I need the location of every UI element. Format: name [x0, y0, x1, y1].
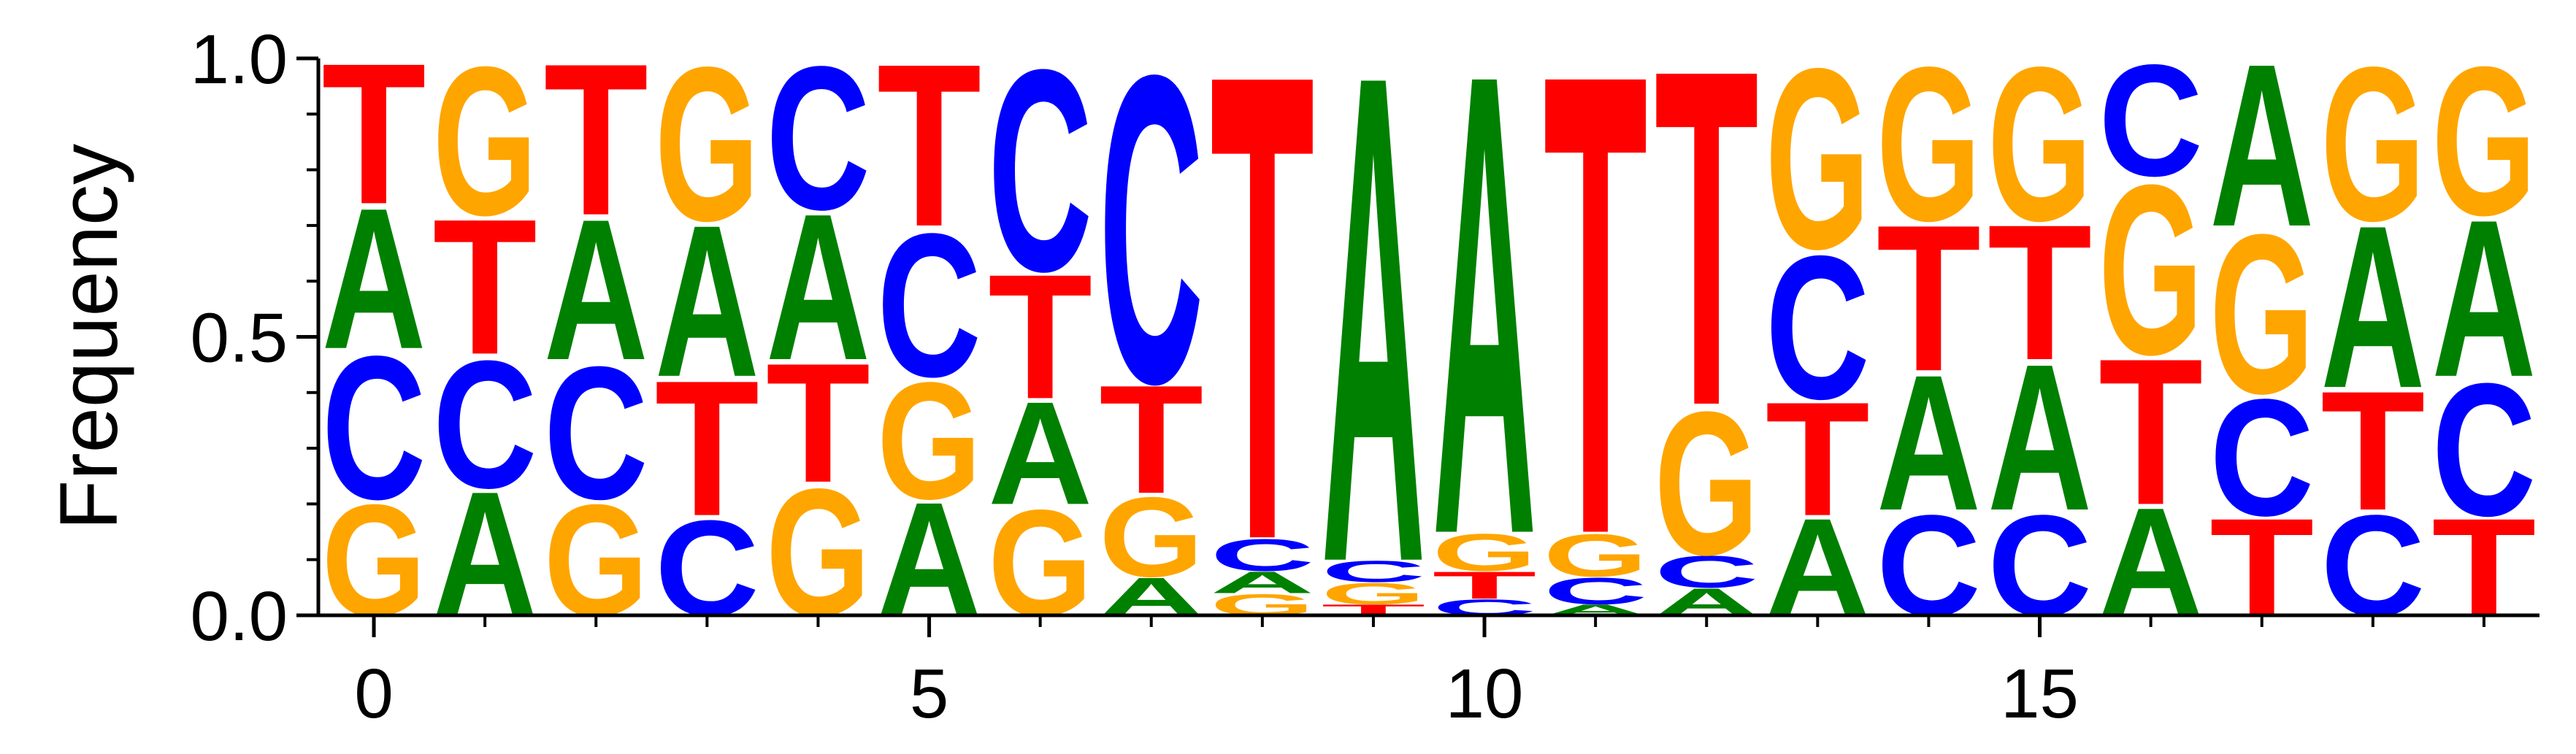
letter-C-pos-6: C	[988, 10, 1092, 332]
letter-C-pos-19: C	[2431, 344, 2536, 555]
letter-G-pos-16: G	[2098, 134, 2203, 405]
letter-G-pos-15: G	[1987, 20, 2092, 266]
letter-C-pos-8: C	[1210, 530, 1314, 581]
letter-C-pos-0: C	[322, 314, 426, 542]
letter-T-pos-2: T	[544, 18, 648, 261]
letter-A-pos-0: A	[322, 166, 426, 391]
letter-A-pos-19: A	[2431, 173, 2536, 424]
letter-C-pos-11: C	[1544, 570, 1648, 612]
letter-C-pos-4: C	[766, 24, 870, 253]
letter-C-pos-9: C	[1321, 555, 1425, 588]
letter-A-pos-2: A	[544, 177, 648, 402]
letter-C-pos-12: C	[1655, 547, 1759, 598]
letter-G-pos-17: G	[2209, 188, 2314, 442]
letter-G-pos-3: G	[655, 20, 759, 266]
letter-C-pos-17: C	[2209, 365, 2314, 550]
letter-A-pos-8: A	[1210, 565, 1314, 599]
x-tick-label: 5	[910, 655, 948, 733]
letter-A-pos-3: A	[655, 181, 759, 423]
letter-C-pos-5: C	[877, 191, 981, 420]
letter-T-pos-8: T	[1210, 0, 1314, 678]
x-tick-label: 15	[2001, 655, 2079, 733]
letter-A-pos-6: A	[988, 372, 1092, 536]
letter-G-pos-14: G	[1877, 20, 1981, 266]
y-tick-label: 0.0	[191, 577, 288, 655]
x-tick-label: 0	[354, 655, 393, 733]
letter-T-pos-6: T	[988, 237, 1092, 436]
letter-G-pos-19: G	[2431, 23, 2536, 260]
letter-T-pos-0: T	[322, 22, 426, 246]
letter-A-pos-14: A	[1877, 334, 1981, 551]
letter-G-pos-7: G	[1099, 474, 1203, 601]
letter-T-pos-12: T	[1655, 0, 1759, 506]
axes: 0.0 0.5 1.0 0 5 10 15	[191, 20, 2539, 733]
letter-T-pos-15: T	[1987, 184, 2092, 400]
letter-C-pos-2: C	[544, 327, 648, 539]
letter-T-pos-7: T	[1099, 353, 1203, 526]
y-axis-label: Frequency	[43, 144, 134, 530]
letter-C-pos-13: C	[1766, 213, 1870, 442]
letter-G-pos-11: G	[1544, 522, 1648, 590]
letter-C-pos-1: C	[433, 323, 537, 526]
letter-A-pos-15: A	[1987, 321, 2092, 555]
y-tick-label: 1.0	[191, 20, 288, 99]
letter-A-pos-4: A	[766, 171, 870, 404]
letter-T-pos-1: T	[433, 179, 537, 395]
y-tick-label: 0.5	[191, 299, 288, 377]
letter-A-pos-17: A	[2209, 16, 2314, 275]
letter-C-pos-7: C	[1099, 0, 1203, 474]
letter-T-pos-18: T	[2320, 356, 2425, 546]
letter-G-pos-5: G	[877, 347, 981, 534]
letter-G-pos-9: G	[1321, 577, 1425, 610]
letter-T-pos-10: T	[1433, 563, 1537, 607]
letter-G-pos-18: G	[2320, 20, 2425, 266]
letter-G-pos-10: G	[1433, 523, 1537, 582]
letter-G-pos-13: G	[1766, 15, 1870, 303]
letter-T-pos-4: T	[766, 328, 870, 518]
letter-G-pos-1: G	[433, 23, 537, 260]
letter-T-pos-5: T	[877, 16, 981, 275]
letter-A-pos-9: A	[1321, 0, 1425, 707]
letter-T-pos-3: T	[655, 340, 759, 556]
letter-G-pos-12: G	[1655, 369, 1759, 598]
letter-T-pos-14: T	[1877, 182, 1981, 415]
letter-A-pos-10: A	[1433, 0, 1537, 672]
letter-T-pos-16: T	[2098, 315, 2203, 549]
letter-A-pos-18: A	[2320, 177, 2425, 436]
letter-C-pos-16: C	[2098, 32, 2203, 209]
letter-T-pos-11: T	[1544, 0, 1648, 672]
letter-T-pos-13: T	[1766, 369, 1870, 550]
x-tick-label: 10	[1446, 655, 1524, 733]
